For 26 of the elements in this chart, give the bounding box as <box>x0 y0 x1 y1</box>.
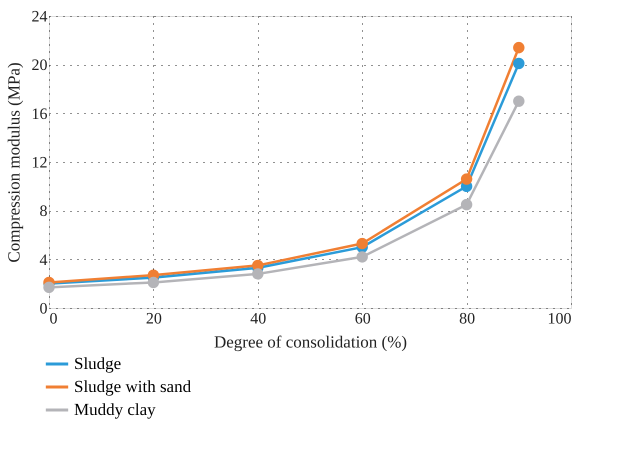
legend-label: Muddy clay <box>74 400 156 419</box>
y-tick-label: 4 <box>40 252 48 269</box>
legend-label: Sludge with sand <box>74 377 192 396</box>
point <box>43 282 55 294</box>
point <box>460 173 472 185</box>
point <box>460 198 472 210</box>
legend-label: Sludge <box>74 354 122 373</box>
x-tick-label: 40 <box>250 310 266 328</box>
point <box>513 95 524 107</box>
y-tick-label: 20 <box>32 57 48 74</box>
y-tick-label: 16 <box>32 106 48 123</box>
x-tick-label: 60 <box>354 310 371 328</box>
y-tick-label: 24 <box>32 8 48 26</box>
point <box>356 238 368 250</box>
point <box>252 268 264 280</box>
point <box>513 42 524 54</box>
y-tick-label: 8 <box>40 203 48 220</box>
point <box>148 276 160 288</box>
x-tick-label: 100 <box>548 310 572 328</box>
x-axis-title: Degree of consolidation (%) <box>214 332 408 352</box>
point <box>513 58 524 70</box>
x-tick-label: 80 <box>459 310 476 328</box>
x-tick-label: 20 <box>146 310 162 328</box>
point <box>356 251 368 263</box>
y-axis-title: Compression modulus (MPa) <box>4 62 24 263</box>
y-tick-label: 12 <box>32 154 48 172</box>
